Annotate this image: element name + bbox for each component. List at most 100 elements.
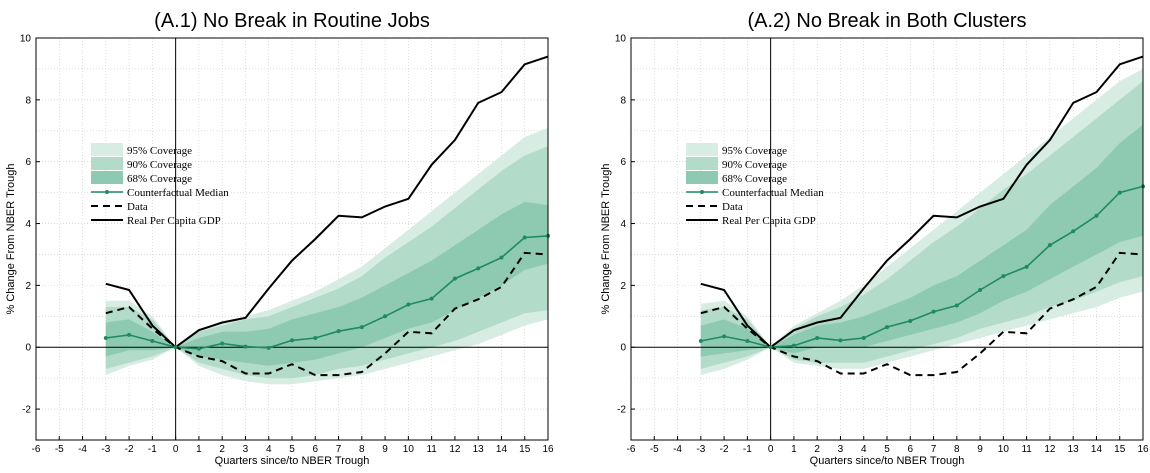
- median-point: [313, 335, 318, 340]
- median-point: [978, 288, 983, 293]
- coverage-band-68: [700, 124, 1143, 357]
- x-tick-label: 12: [449, 444, 461, 455]
- coverage-band-90: [105, 146, 549, 379]
- median-point: [476, 266, 481, 271]
- x-tick-label: -4: [78, 444, 87, 455]
- median-point: [1071, 229, 1076, 234]
- legend-label: 90% Coverage: [127, 159, 192, 171]
- legend-label: Data: [722, 201, 743, 213]
- legend-swatch-90: [91, 157, 123, 170]
- median-point: [931, 309, 936, 314]
- median-point: [698, 339, 703, 344]
- median-point: [220, 341, 225, 346]
- median-point: [499, 255, 504, 260]
- x-tick-label: -6: [32, 444, 41, 455]
- y-tick-label: 0: [25, 343, 31, 354]
- x-tick-label: 8: [359, 444, 365, 455]
- median-point: [885, 325, 889, 330]
- gdp-line: [700, 55, 1144, 349]
- median-point: [266, 345, 271, 350]
- y-tick-label: 0: [620, 343, 626, 354]
- median-point: [815, 335, 820, 340]
- median-point: [954, 303, 959, 308]
- y-tick-label: 8: [25, 95, 31, 106]
- legend: 95% Coverage 90% Coverage 68% Coverage Coun…: [91, 143, 229, 227]
- legend-swatch-95: [91, 143, 123, 156]
- x-tick-label: 16: [542, 444, 554, 455]
- legend-marker-median: [700, 190, 704, 194]
- x-tick-label: 2: [219, 444, 225, 455]
- median-point: [243, 344, 248, 349]
- median-point: [745, 339, 750, 344]
- x-tick-label: 7: [931, 444, 937, 455]
- x-tick-label: -2: [720, 444, 729, 455]
- x-tick-label: 1: [791, 444, 797, 455]
- median-point: [768, 345, 773, 350]
- y-tick-label: 6: [620, 157, 626, 168]
- y-tick-label: -2: [617, 405, 626, 416]
- legend-label: 68% Coverage: [127, 173, 192, 185]
- y-tick-label: -2: [22, 405, 31, 416]
- x-tick-label: 5: [884, 444, 890, 455]
- x-tick-label: 1: [196, 444, 202, 455]
- x-tick-label: 4: [266, 444, 272, 455]
- x-tick-label: -6: [627, 444, 636, 455]
- legend-label: Counterfactual Median: [127, 187, 229, 199]
- median-point: [383, 314, 388, 319]
- coverage-band-90: [700, 81, 1143, 369]
- x-tick-label: 2: [814, 444, 820, 455]
- legend-label: 95% Coverage: [127, 145, 192, 157]
- legend-label: Data: [127, 201, 148, 213]
- x-tick-label: 6: [312, 444, 318, 455]
- median-point: [838, 338, 843, 343]
- x-tick-label: -3: [696, 444, 705, 455]
- x-tick-label: 15: [1114, 444, 1126, 455]
- x-tick-label: 9: [977, 444, 983, 455]
- x-tick-label: 15: [519, 444, 531, 455]
- median-point: [429, 296, 434, 301]
- y-tick-label: 2: [25, 281, 31, 292]
- coverage-band-68: [105, 201, 549, 366]
- median-point: [1001, 274, 1006, 279]
- x-tick-label: -4: [673, 444, 682, 455]
- chart-panel-1: (A.1) No Break in Routine Jobs -6 -5 -4 -3 -2…: [5, 10, 554, 467]
- gdp-line: [105, 55, 549, 349]
- median-point: [1094, 213, 1099, 218]
- median-point: [173, 345, 178, 350]
- x-tick-label: -3: [101, 444, 110, 455]
- x-tick-label: 0: [768, 444, 774, 455]
- median-point: [150, 339, 155, 344]
- x-tick-label: 3: [838, 444, 844, 455]
- legend-label: Counterfactual Median: [722, 187, 824, 199]
- x-tick-label: -1: [148, 444, 157, 455]
- x-tick-label: -1: [743, 444, 752, 455]
- legend-marker-median: [105, 190, 109, 194]
- y-tick-label: 8: [620, 95, 626, 106]
- data-line: [700, 251, 1144, 377]
- x-tick-label: 12: [1044, 444, 1056, 455]
- x-tick-label: 5: [289, 444, 295, 455]
- y-tick-label: 4: [25, 219, 31, 230]
- x-tick-label: -2: [125, 444, 134, 455]
- x-tick-label: 14: [1091, 444, 1103, 455]
- median-point: [1047, 243, 1052, 248]
- legend-label: Real Per Capita GDP: [722, 215, 816, 227]
- legend-label: 68% Coverage: [722, 173, 787, 185]
- legend-label: Real Per Capita GDP: [127, 215, 221, 227]
- chart-title: (A.1) No Break in Routine Jobs: [154, 10, 430, 32]
- x-tick-label: 14: [496, 444, 508, 455]
- x-tick-label: 10: [998, 444, 1010, 455]
- x-tick-label: 9: [382, 444, 388, 455]
- x-axis-label: Quarters since/to NBER Trough: [215, 455, 370, 467]
- legend-swatch-68: [686, 171, 718, 184]
- legend-label: 95% Coverage: [722, 145, 787, 157]
- x-tick-label: 11: [426, 444, 437, 455]
- median-point: [336, 329, 341, 334]
- x-tick-label: 10: [403, 444, 415, 455]
- y-tick-label: 10: [20, 34, 32, 45]
- x-tick-label: 4: [861, 444, 867, 455]
- x-tick-label: 7: [336, 444, 342, 455]
- counterfactual-median-line: [105, 235, 549, 350]
- y-axis-label: % Change From NBER Trough: [5, 163, 17, 314]
- x-axis-label: Quarters since/to NBER Trough: [810, 455, 965, 467]
